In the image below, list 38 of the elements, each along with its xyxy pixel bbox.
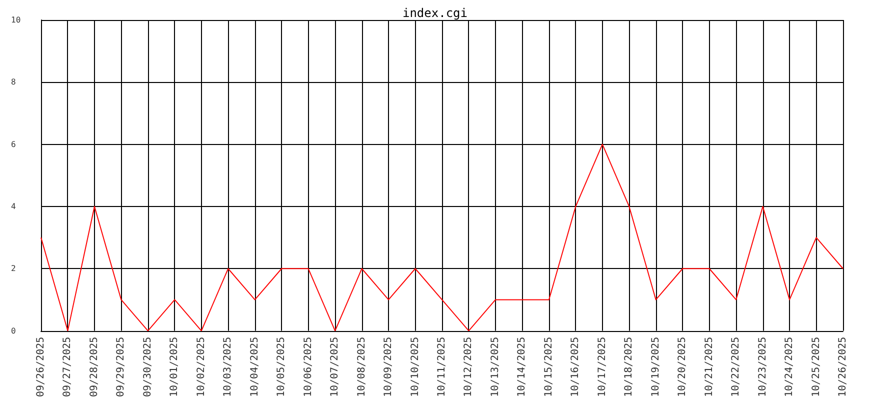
x-tick-label: 10/20/2025 xyxy=(677,336,688,398)
x-tick-label: 10/10/2025 xyxy=(410,336,421,398)
x-tick-label: 10/02/2025 xyxy=(196,336,207,398)
x-tick-label: 10/16/2025 xyxy=(570,336,582,398)
x-tick-label: 10/01/2025 xyxy=(169,336,180,398)
y-tick-label: 4 xyxy=(11,202,16,211)
x-tick-label: 10/22/2025 xyxy=(730,336,742,398)
y-tick-label: 2 xyxy=(11,264,16,274)
x-tick-label: 10/19/2025 xyxy=(650,336,662,398)
x-tick-label: 10/17/2025 xyxy=(596,336,608,398)
x-tick-label: 10/13/2025 xyxy=(490,336,501,398)
y-tick-label: 10 xyxy=(11,16,21,24)
x-tick-label: 09/30/2025 xyxy=(142,336,154,398)
chart-title: index.cgi xyxy=(402,6,468,20)
y-tick-label: 8 xyxy=(11,78,16,87)
x-tick-label: 10/04/2025 xyxy=(249,336,260,398)
x-tick-label: 10/26/2025 xyxy=(838,336,848,398)
x-tick-label: 10/03/2025 xyxy=(222,336,234,398)
x-tick-label: 10/21/2025 xyxy=(704,336,715,398)
x-tick-label: 10/15/2025 xyxy=(543,336,554,398)
y-tick-label: 6 xyxy=(11,140,16,149)
x-tick-label: 10/11/2025 xyxy=(436,336,448,398)
x-tick-label: 09/26/2025 xyxy=(36,336,46,398)
y-tick-label: 0 xyxy=(11,326,16,336)
x-tick-label: 10/24/2025 xyxy=(784,336,796,398)
x-tick-label: 10/05/2025 xyxy=(276,336,288,398)
x-tick-label: 09/29/2025 xyxy=(116,336,127,398)
x-tick-label: 10/06/2025 xyxy=(302,336,314,398)
x-tick-label: 10/23/2025 xyxy=(757,336,768,398)
x-tick-label: 10/12/2025 xyxy=(463,336,474,398)
x-tick-label: 10/14/2025 xyxy=(516,336,528,398)
x-tick-label: 10/08/2025 xyxy=(356,336,368,398)
x-tick-label: 10/25/2025 xyxy=(810,336,822,398)
x-tick-label: 10/18/2025 xyxy=(624,336,635,398)
x-tick-label: 09/27/2025 xyxy=(62,336,74,398)
x-tick-label: 09/28/2025 xyxy=(88,336,100,398)
x-tick-label: 10/07/2025 xyxy=(330,336,341,398)
x-tick-label: 10/09/2025 xyxy=(383,336,394,398)
